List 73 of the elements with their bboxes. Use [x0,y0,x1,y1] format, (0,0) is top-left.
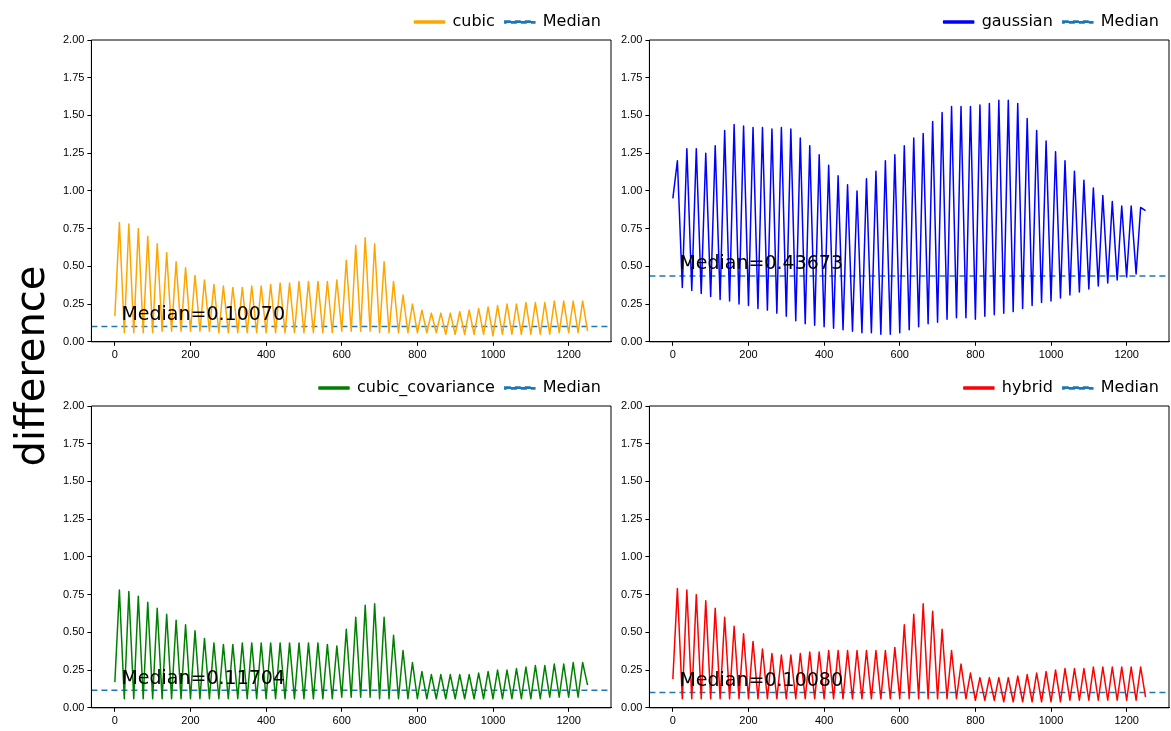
x-tick-label: 1200 [1114,714,1139,727]
legend-label: Median [542,377,602,397]
y-tick-label: 1.75 [620,436,643,449]
x-tick-label: 400 [256,714,276,727]
x-tick-label: 1200 [556,348,581,361]
x-tick-label: 0 [111,714,118,727]
x-tick-label: 200 [181,714,200,727]
y-tick-label: 1.25 [620,512,643,525]
x-tick-label: 600 [890,714,909,727]
y-tick-label: 0.25 [620,297,643,310]
y-tick-label: 1.75 [62,70,85,83]
y-tick-label: 1.00 [620,549,643,562]
y-tick-label: 0.50 [620,259,643,272]
y-tick-label: 1.00 [62,183,85,196]
y-tick-label: 0.50 [62,259,85,272]
y-tick-label: 0.25 [620,663,643,676]
legend-label: hybrid [1001,377,1053,397]
x-tick-label: 200 [739,348,758,361]
x-tick-label: 200 [181,348,200,361]
legend-label: Median [542,11,602,31]
y-tick-label: 0.00 [620,334,643,347]
x-tick-label: 600 [332,714,351,727]
y-tick-label: 1.25 [62,146,85,159]
legend-label: Median [1100,11,1160,31]
x-tick-label: 1000 [1038,714,1064,727]
legend-label: cubic [452,11,495,31]
x-tick-label: 800 [408,714,427,727]
y-tick-label: 1.50 [62,108,85,121]
x-tick-label: 0 [669,348,676,361]
x-tick-label: 1000 [480,714,506,727]
y-tick-label: 0.25 [62,663,85,676]
x-tick-label: 800 [966,348,985,361]
y-tick-label: 0.75 [620,221,643,234]
y-tick-label: 1.50 [62,474,85,487]
y-tick-label: 0.50 [620,625,643,638]
y-tick-label: 0.75 [620,587,643,600]
x-tick-label: 600 [890,348,909,361]
x-tick-label: 800 [966,714,985,727]
y-tick-label: 1.75 [620,70,643,83]
y-tick-label: 2.00 [620,33,643,46]
y-tick-label: 1.25 [620,146,643,159]
y-tick-label: 1.00 [620,183,643,196]
x-tick-label: 400 [814,714,834,727]
y-tick-label: 1.25 [62,512,85,525]
x-tick-label: 1200 [1114,348,1139,361]
y-tick-label: 0.25 [62,297,85,310]
y-tick-label: 2.00 [62,399,85,412]
legend-label: cubic_covariance [357,377,495,398]
y-tick-label: 0.00 [620,700,643,713]
x-tick-label: 400 [256,348,276,361]
y-tick-label: 1.50 [620,474,643,487]
y-tick-label: 0.00 [62,334,85,347]
y-tick-label: 0.75 [62,587,85,600]
x-tick-label: 600 [332,348,351,361]
y-tick-label: 0.50 [62,625,85,638]
x-tick-label: 0 [669,714,676,727]
y-axis-title: difference [7,265,53,466]
y-tick-label: 0.00 [62,700,85,713]
x-tick-label: 1200 [556,714,581,727]
y-tick-label: 0.75 [62,221,85,234]
x-tick-label: 1000 [480,348,506,361]
x-tick-label: 800 [408,348,427,361]
legend-label: gaussian [981,11,1053,31]
y-tick-label: 2.00 [620,399,643,412]
y-tick-label: 1.00 [62,549,85,562]
y-tick-label: 1.75 [62,436,85,449]
y-tick-label: 1.50 [620,108,643,121]
x-tick-label: 400 [814,348,834,361]
legend-label: Median [1100,377,1160,397]
x-tick-label: 0 [111,348,118,361]
x-tick-label: 200 [739,714,758,727]
x-tick-label: 1000 [1038,348,1064,361]
y-tick-label: 2.00 [62,33,85,46]
